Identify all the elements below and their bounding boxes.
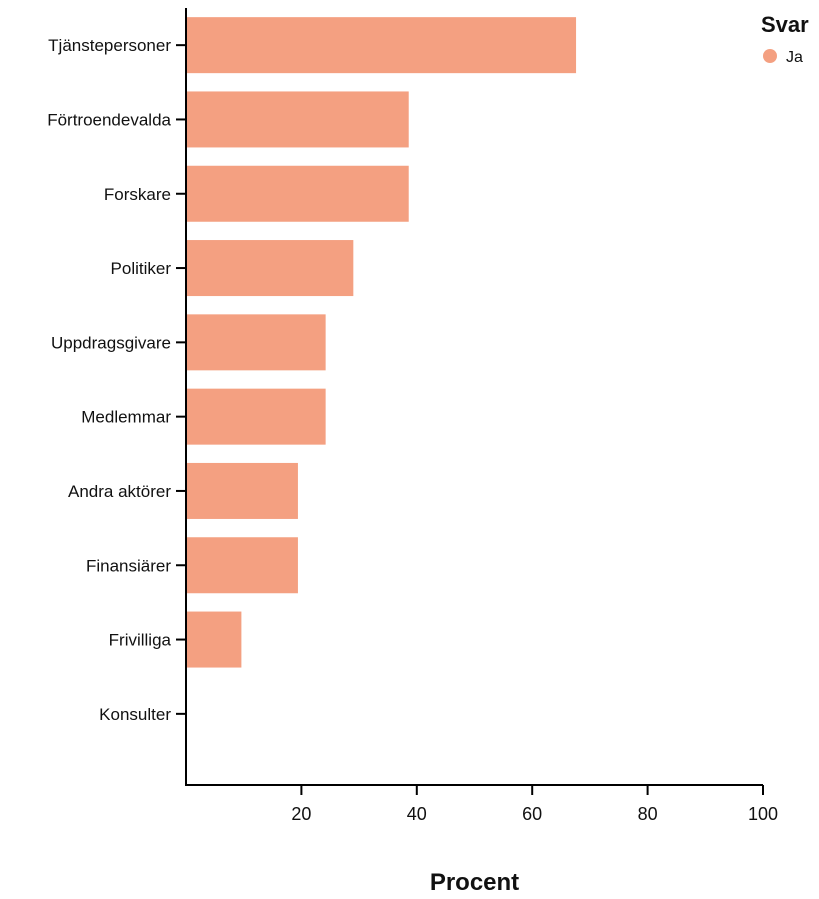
x-axis-title: Procent [430,869,519,894]
bar-andra-aktörer [186,462,298,519]
bar-frivilliga [186,611,242,668]
bar-forskare [186,165,409,222]
y-tick-label-forskare: Forskare [104,185,171,204]
y-tick-label-medlemmar: Medlemmar [81,408,171,427]
bar-tjänstepersoner [186,17,577,74]
bar-finansiärer [186,537,298,594]
y-tick-label-frivilliga: Frivilliga [109,631,172,650]
bar-medlemmar [186,388,326,445]
y-tick-label-konsulter: Konsulter [99,705,171,724]
x-tick-label-40: 40 [407,804,427,824]
legend-label-ja: Ja [786,49,803,66]
x-tick-label-20: 20 [291,804,311,824]
bar-politiker [186,240,354,297]
y-tick-label-tjänstepersoner: Tjänstepersoner [48,36,171,55]
bar-förtroendevalda [186,91,409,148]
x-tick-label-60: 60 [522,804,542,824]
legend-swatch-ja [763,49,777,63]
y-tick-label-finansiärer: Finansiärer [86,556,171,575]
x-tick-label-80: 80 [638,804,658,824]
x-tick-label-100: 100 [748,804,778,824]
legend-title: Svar [761,12,809,37]
y-axis: Tjänstepersoner Förtroendevalda Forskare Po… [47,8,187,786]
y-tick-label-politiker: Politiker [111,259,172,278]
y-tick-label-uppdragsgivare: Uppdragsgivare [51,333,171,352]
x-axis: 20 40 60 80 100 [185,784,778,824]
y-tick-label-förtroendevalda: Förtroendevalda [47,110,171,129]
bar-uppdragsgivare [186,314,326,371]
bars-group [186,17,577,668]
legend: Svar Ja [761,12,809,66]
y-tick-label-andra-aktörer: Andra aktörer [68,482,171,501]
